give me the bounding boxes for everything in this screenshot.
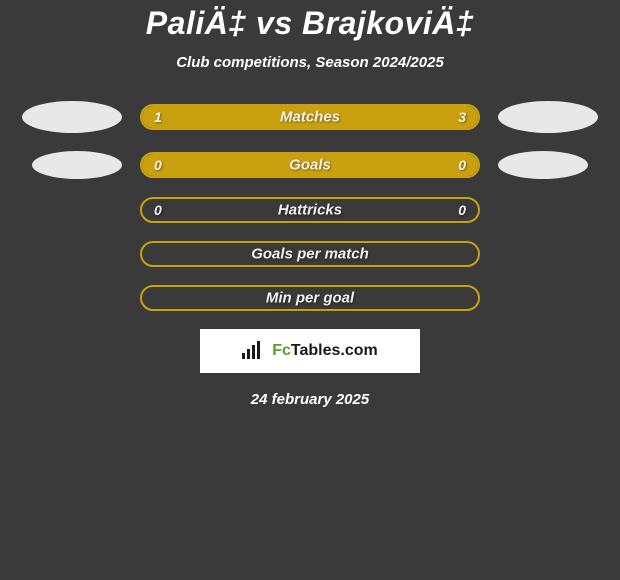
stat-row-gpm: Goals per match (0, 241, 620, 267)
logo-bar (247, 349, 250, 359)
stat-row-goals: 0 Goals 0 (0, 151, 620, 179)
generated-date: 24 february 2025 (0, 391, 620, 408)
chart-icon (242, 341, 266, 361)
stat-value-left: 1 (154, 109, 162, 125)
logo-text: FcTables.com (272, 342, 378, 360)
player-left-avatar (22, 101, 122, 133)
stat-bar-hattricks: 0 Hattricks 0 (140, 197, 480, 223)
comparison-container: PaliÄ‡ vs BrajkoviÄ‡ Club competitions, … (0, 0, 620, 408)
stat-label: Matches (280, 109, 340, 126)
page-title: PaliÄ‡ vs BrajkoviÄ‡ (0, 5, 620, 42)
stat-value-right: 0 (458, 157, 466, 173)
stat-row-hattricks: 0 Hattricks 0 (0, 197, 620, 223)
logo-text-accent: Fc (272, 342, 291, 359)
player-left-club-badge (32, 151, 122, 179)
stat-bar-goals: 0 Goals 0 (140, 152, 480, 178)
stat-value-left: 0 (154, 202, 162, 218)
logo-bar (252, 345, 255, 359)
stat-bar-gpm: Goals per match (140, 241, 480, 267)
stat-value-left: 0 (154, 157, 162, 173)
stat-row-matches: 1 Matches 3 (0, 101, 620, 133)
stat-value-right: 3 (458, 109, 466, 125)
stat-bar-matches: 1 Matches 3 (140, 104, 480, 130)
stat-bar-mpg: Min per goal (140, 285, 480, 311)
page-subtitle: Club competitions, Season 2024/2025 (0, 54, 620, 71)
logo-bar (257, 341, 260, 359)
stat-label: Hattricks (278, 202, 342, 219)
player-right-club-badge (498, 151, 588, 179)
fctables-logo: FcTables.com (200, 329, 420, 373)
stat-label: Goals (289, 157, 331, 174)
stat-label: Min per goal (266, 290, 354, 307)
logo-bar (242, 353, 245, 359)
logo-text-main: Tables.com (291, 342, 378, 359)
stat-row-mpg: Min per goal (0, 285, 620, 311)
stat-value-right: 0 (458, 202, 466, 218)
logo-inner: FcTables.com (242, 341, 378, 361)
player-right-avatar (498, 101, 598, 133)
stat-label: Goals per match (251, 246, 369, 263)
